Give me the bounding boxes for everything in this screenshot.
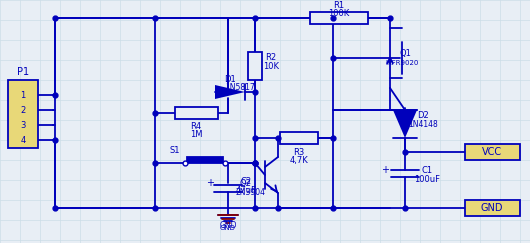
Text: 2N3904: 2N3904 — [235, 188, 265, 197]
Polygon shape — [393, 110, 417, 138]
Bar — [310, 12, 368, 24]
Text: 47uF: 47uF — [235, 185, 257, 194]
Text: 100uF: 100uF — [414, 174, 440, 183]
Bar — [8, 80, 38, 148]
Text: R4: R4 — [190, 122, 201, 130]
Text: 1N4148: 1N4148 — [408, 120, 438, 129]
Text: C1: C1 — [421, 165, 432, 174]
Text: IRFR9020: IRFR9020 — [385, 60, 419, 66]
Text: VCC: VCC — [482, 147, 502, 157]
Text: D1: D1 — [224, 75, 236, 84]
Bar — [465, 144, 520, 160]
Text: D2: D2 — [417, 111, 429, 120]
Text: 10K: 10K — [263, 61, 279, 70]
Text: +: + — [206, 178, 214, 188]
Text: 1N5817: 1N5817 — [225, 83, 255, 92]
Text: GND: GND — [220, 225, 236, 231]
Text: GND: GND — [219, 220, 237, 229]
Text: 100K: 100K — [329, 9, 350, 18]
Text: 4,7K: 4,7K — [289, 156, 308, 165]
Bar — [280, 132, 318, 144]
Text: 1: 1 — [20, 90, 25, 99]
Text: GND: GND — [481, 203, 504, 213]
Text: Q2: Q2 — [239, 179, 251, 188]
Text: R1: R1 — [333, 1, 344, 10]
Text: 3: 3 — [20, 121, 25, 130]
Bar — [187, 157, 223, 163]
Text: R3: R3 — [294, 148, 305, 156]
Polygon shape — [215, 85, 245, 99]
Bar — [465, 200, 520, 216]
Text: S1: S1 — [170, 146, 180, 155]
Bar — [248, 52, 262, 80]
Text: 4: 4 — [20, 136, 25, 145]
Text: 2: 2 — [20, 105, 25, 114]
Text: +: + — [381, 165, 389, 175]
Text: R2: R2 — [266, 52, 277, 61]
Text: 1M: 1M — [190, 130, 202, 139]
Bar — [175, 107, 218, 119]
Text: C2: C2 — [241, 176, 252, 185]
Text: Q1: Q1 — [399, 49, 411, 58]
Text: P1: P1 — [17, 67, 29, 77]
